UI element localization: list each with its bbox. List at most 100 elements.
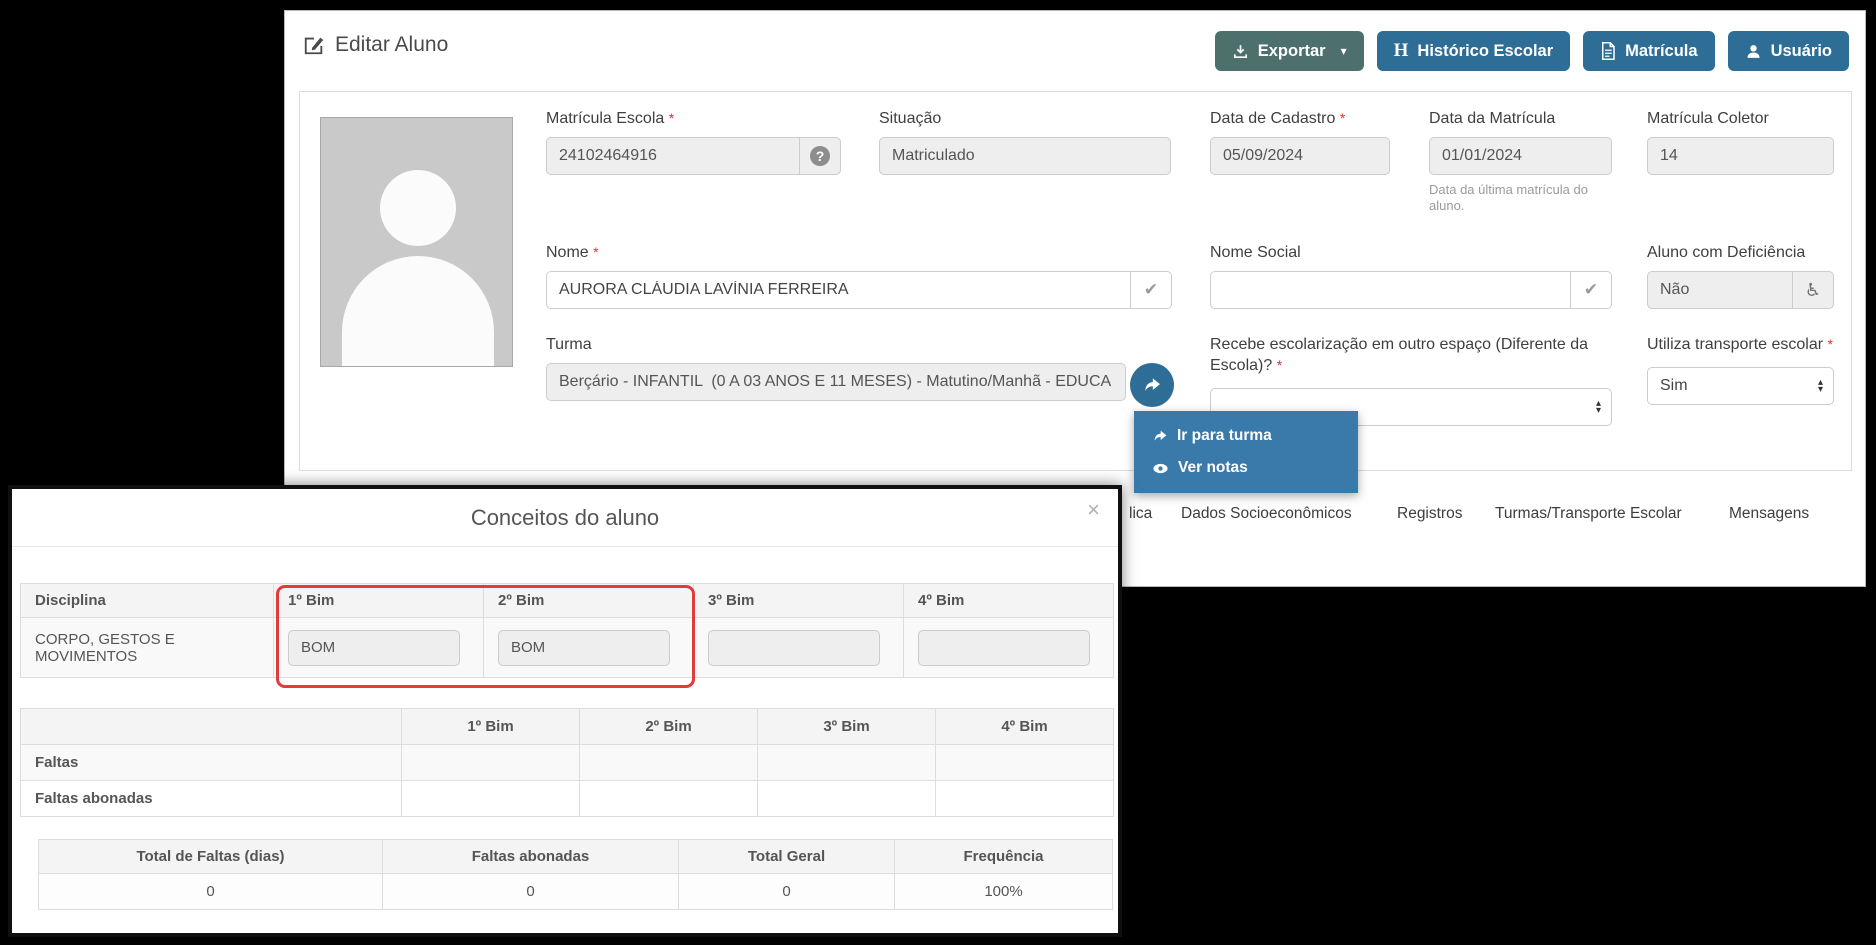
- concept-1bim-input[interactable]: [288, 629, 460, 666]
- select-arrows-icon: ▴ ▾: [1595, 398, 1601, 416]
- totals-table: Total de Faltas (dias) Faltas abonadas T…: [38, 839, 1113, 910]
- faltas-cell: [579, 744, 758, 781]
- faltas-cell: [401, 744, 580, 781]
- data-matricula-help: Data da última matrícula do aluno.: [1429, 182, 1588, 213]
- outro-espaco-label: Recebe escolarização em outro espaço (Di…: [1210, 336, 1588, 374]
- faltas-cell: [579, 780, 758, 817]
- nome-social-label: Nome Social: [1210, 244, 1301, 261]
- avatar-head-shape: [380, 170, 456, 246]
- table-header-row: Disciplina 1º Bim 2º Bim 3º Bim 4º Bim: [20, 583, 1114, 618]
- table-row: 0 0 0 100%: [38, 873, 1113, 910]
- check-icon: ✔: [1143, 280, 1159, 299]
- tab-registros[interactable]: Registros: [1397, 505, 1463, 522]
- table-row: Faltas: [20, 744, 1114, 781]
- toolbar: Exportar ▾ H Histórico Escolar: [1214, 31, 1849, 71]
- field-nome-social: Nome Social ✔: [1210, 242, 1612, 309]
- field-deficiencia: Aluno com Deficiência ♿: [1647, 242, 1834, 309]
- faltas-cell: [757, 780, 936, 817]
- matricula-button[interactable]: Matrícula: [1583, 31, 1715, 71]
- col-4bim: 4º Bim: [903, 583, 1114, 618]
- situacao-input[interactable]: [879, 137, 1171, 175]
- export-button-label: Exportar: [1257, 41, 1326, 60]
- deficiencia-input[interactable]: [1647, 271, 1792, 309]
- field-data-cadastro: Data de Cadastro *: [1210, 108, 1390, 175]
- matricula-escola-input[interactable]: [546, 137, 799, 175]
- wheelchair-addon: ♿: [1792, 271, 1834, 309]
- faltas-cell: [935, 744, 1114, 781]
- matricula-coletor-input[interactable]: [1647, 137, 1834, 175]
- col-1bim: 1º Bim: [401, 708, 580, 745]
- concept-4bim-input[interactable]: [918, 629, 1090, 666]
- download-icon: [1232, 43, 1249, 60]
- total-geral-value: 0: [678, 873, 895, 910]
- nome-input[interactable]: [546, 271, 1130, 309]
- field-matricula-coletor: Matrícula Coletor: [1647, 108, 1834, 175]
- faltas-cell: [401, 780, 580, 817]
- modal-divider: [12, 546, 1118, 547]
- modal-title: Conceitos do aluno: [470, 505, 660, 530]
- help-addon[interactable]: ?: [799, 137, 841, 175]
- matricula-escola-label: Matrícula Escola: [546, 110, 665, 127]
- concept-2bim-input[interactable]: [498, 629, 670, 666]
- nome-label: Nome: [546, 244, 589, 261]
- data-cadastro-label: Data de Cadastro: [1210, 110, 1336, 127]
- name-valid-addon: ✔: [1130, 271, 1172, 309]
- menu-item-ver-notas[interactable]: Ver notas: [1134, 452, 1358, 484]
- faltas-abonadas-label-cell: Faltas abonadas: [20, 780, 402, 817]
- total-faltas-value: 0: [38, 873, 383, 910]
- required-asterisk: *: [593, 244, 599, 260]
- student-photo-placeholder: [320, 117, 513, 367]
- frequencia-value: 100%: [894, 873, 1113, 910]
- tab-turmas-transporte[interactable]: Turmas/Transporte Escolar: [1495, 505, 1682, 522]
- menu-item-ir-para-turma[interactable]: Ir para turma: [1134, 420, 1358, 452]
- wheelchair-icon: ♿: [1804, 279, 1822, 300]
- transporte-select-value: Sim: [1660, 377, 1688, 394]
- nome-social-valid-addon: ✔: [1570, 271, 1612, 309]
- select-arrows-icon: ▴ ▾: [1817, 377, 1823, 395]
- concept-3bim-input[interactable]: [708, 629, 880, 666]
- transporte-label: Utiliza transporte escolar: [1647, 336, 1824, 353]
- close-icon[interactable]: ×: [1087, 497, 1100, 522]
- student-form-card: Matrícula Escola * ? Situação Data de Ca…: [299, 91, 1852, 493]
- field-data-matricula: Data da Matrícula Data da última matrícu…: [1429, 108, 1612, 214]
- required-asterisk: *: [1339, 110, 1346, 126]
- data-cadastro-input[interactable]: [1210, 137, 1390, 175]
- required-asterisk: *: [1827, 336, 1833, 352]
- table-row: CORPO, GESTOS E MOVIMENTOS: [20, 617, 1114, 678]
- matricula-coletor-label: Matrícula Coletor: [1647, 110, 1769, 127]
- col-frequencia: Frequência: [894, 839, 1113, 874]
- field-turma: Turma: [546, 334, 1126, 401]
- deficiencia-label: Aluno com Deficiência: [1647, 244, 1806, 261]
- share-arrow-icon: [1142, 375, 1162, 395]
- data-matricula-input[interactable]: [1429, 137, 1612, 175]
- field-situacao: Situação: [879, 108, 1171, 175]
- edit-student-panel: Editar Aluno Exportar ▾ H Histórico Esco…: [284, 10, 1866, 587]
- tab-mensagens[interactable]: Mensagens: [1729, 505, 1810, 522]
- h-icon: H: [1393, 40, 1409, 61]
- historico-escolar-button[interactable]: H Histórico Escolar: [1376, 31, 1571, 71]
- caret-down-icon: ▾: [1340, 44, 1347, 58]
- question-circle-icon: ?: [810, 146, 830, 166]
- historico-button-label: Histórico Escolar: [1417, 41, 1554, 60]
- tab-dados-socioeconomicos[interactable]: Dados Socioeconômicos: [1181, 505, 1352, 522]
- nome-social-input[interactable]: [1210, 271, 1570, 309]
- turma-input[interactable]: [546, 363, 1126, 401]
- usuario-button-label: Usuário: [1770, 41, 1832, 60]
- turma-dropdown-menu: Ir para turma Ver notas: [1134, 411, 1358, 493]
- usuario-button[interactable]: Usuário: [1727, 31, 1849, 71]
- table-header-row: Total de Faltas (dias) Faltas abonadas T…: [38, 839, 1113, 874]
- col-3bim: 3º Bim: [757, 708, 936, 745]
- avatar-shoulders-shape: [342, 256, 494, 366]
- transporte-select[interactable]: Sim ▴ ▾: [1647, 367, 1834, 405]
- required-asterisk: *: [668, 110, 675, 126]
- tab-partial[interactable]: lica: [1129, 505, 1153, 522]
- turma-actions-button[interactable]: [1130, 363, 1174, 407]
- disciplina-cell: CORPO, GESTOS E MOVIMENTOS: [20, 617, 274, 678]
- export-button[interactable]: Exportar ▾: [1214, 31, 1364, 71]
- data-matricula-label: Data da Matrícula: [1429, 110, 1556, 127]
- situacao-label: Situação: [879, 110, 942, 127]
- col-1bim: 1º Bim: [273, 583, 484, 618]
- page-title: Editar Aluno: [303, 33, 448, 57]
- menu-item-label: Ver notas: [1178, 459, 1248, 476]
